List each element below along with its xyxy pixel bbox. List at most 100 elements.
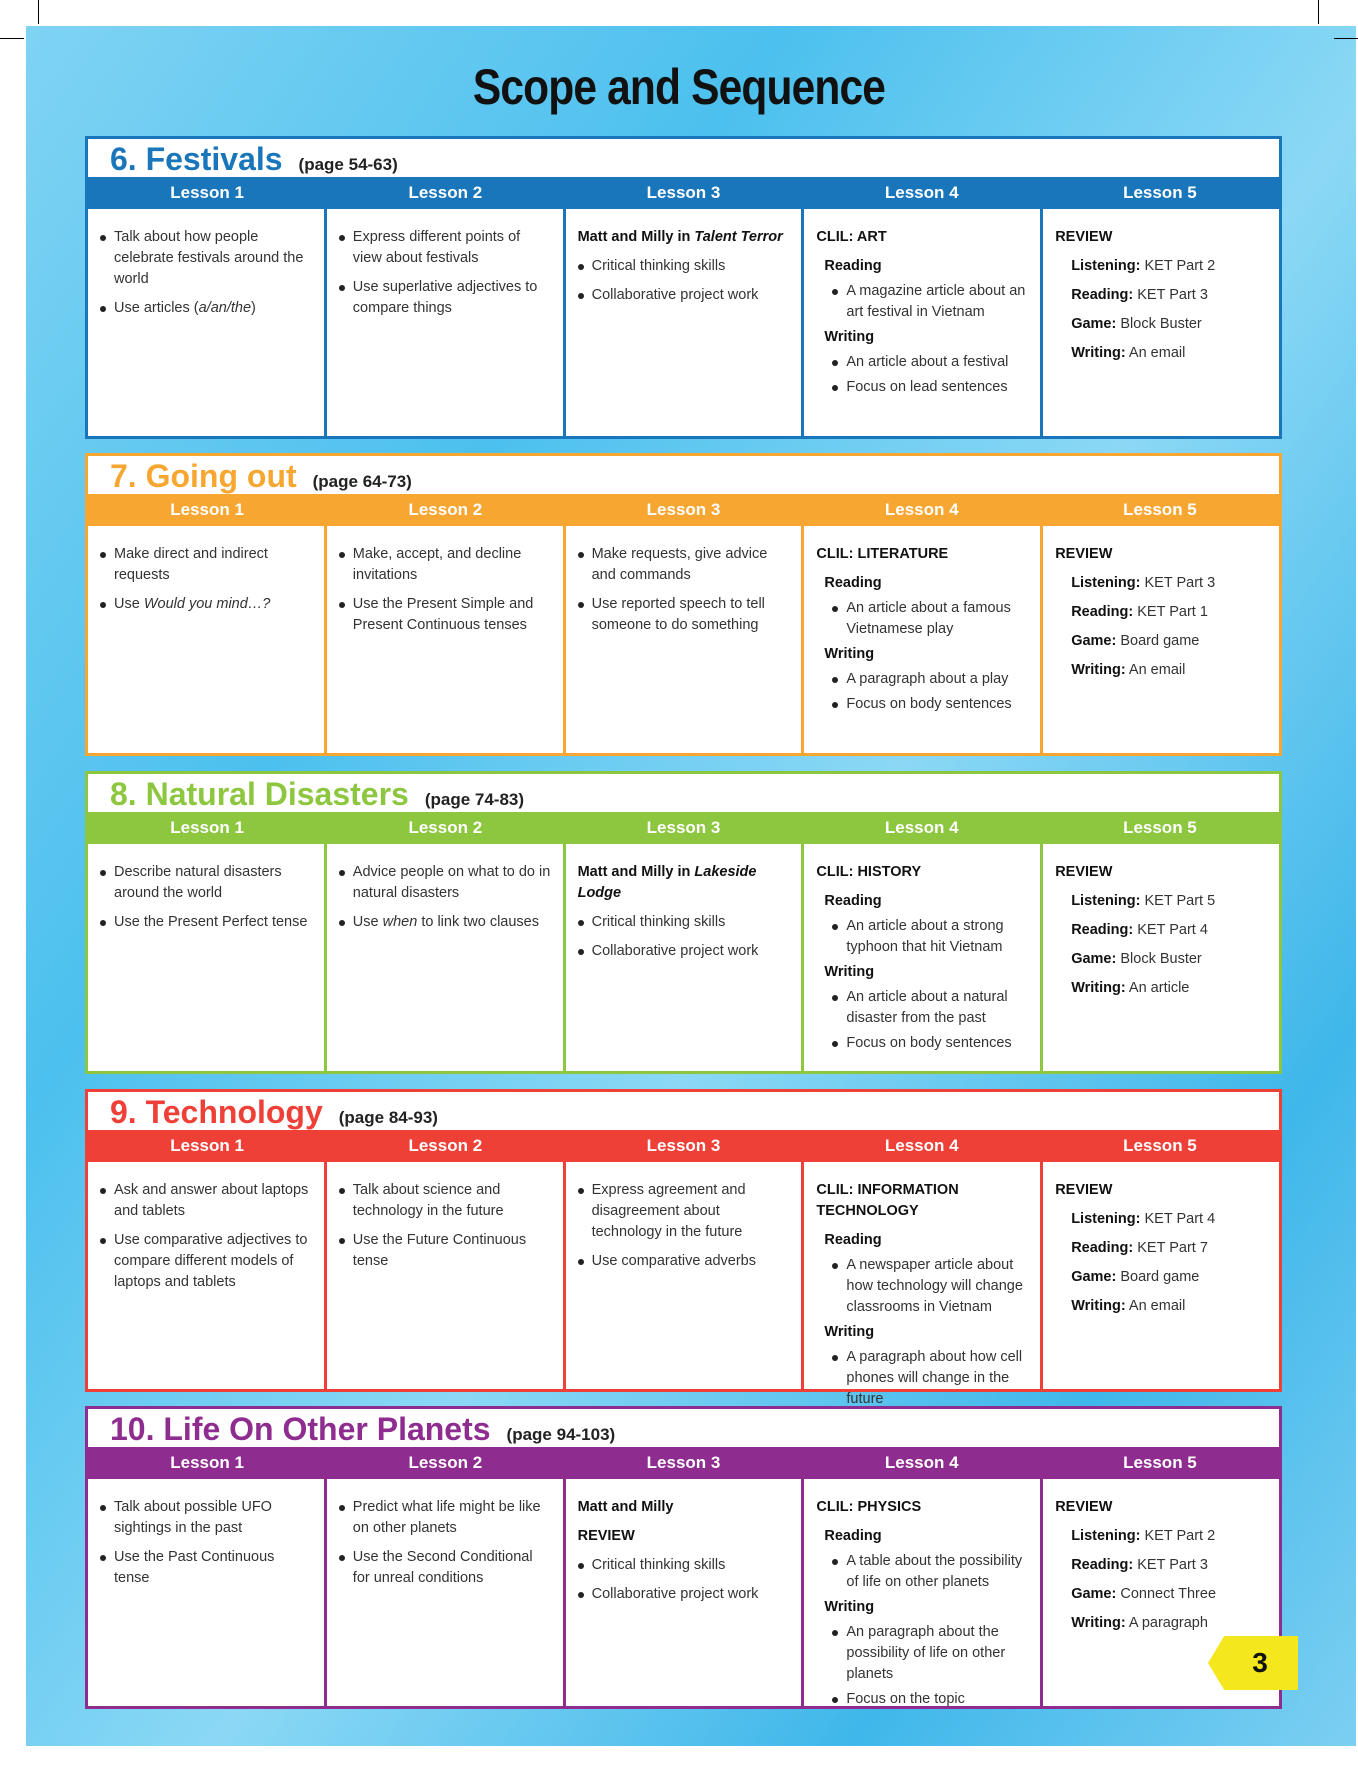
lesson-header: Lesson 3 <box>646 1136 721 1155</box>
lesson-cell: Matt and Milly in Lakeside Lodge Critical… <box>566 844 805 1071</box>
review-item: Reading: KET Part 3 <box>1055 285 1269 306</box>
bullet-item: Collaborative project work <box>577 941 792 962</box>
item-text: REVIEW <box>1055 1499 1113 1515</box>
review-item: Listening: KET Part 2 <box>1055 256 1269 277</box>
item-text: An article about a festival <box>846 354 1009 370</box>
item-text: An paragraph about the possibility of li… <box>846 1624 1006 1682</box>
review-value: KET Part 4 <box>1144 1211 1216 1227</box>
lesson-header: Lesson 1 <box>170 183 244 202</box>
bullet-item: Ask and answer about laptops and tablets <box>100 1180 314 1222</box>
item-text: A paragraph about a play <box>846 671 1009 687</box>
lesson-cell: CLIL: PHYSICS Reading A table about the po… <box>804 1479 1044 1707</box>
review-value: An email <box>1128 1298 1186 1314</box>
lesson-cell: Talk about how people celebrate festival… <box>88 209 327 436</box>
review-item: Game: Board game <box>1055 1267 1269 1288</box>
unit-page-range: (page 94-103) <box>506 1425 616 1444</box>
bullet-item: Use Would you mind…? <box>100 594 314 615</box>
item-text: CLIL: HISTORY <box>816 864 922 880</box>
item-text: Use comparative adjectives to compare di… <box>114 1232 308 1290</box>
item-text-after: ) <box>251 300 256 316</box>
lesson-header-row: Lesson 1 Lesson 2 Lesson 3 Lesson 4 Lesson 5 <box>88 1447 1279 1479</box>
lesson-header: Lesson 2 <box>408 1136 483 1155</box>
lesson-body-row: Describe natural disasters around the wo… <box>88 844 1279 1071</box>
item-text: Express agreement and disagreement about… <box>591 1182 746 1240</box>
item-text: An article about a famous Vietnamese pla… <box>846 600 1011 637</box>
review-value: KET Part 3 <box>1137 1557 1208 1573</box>
lesson-header: Lesson 4 <box>884 1453 959 1472</box>
bullet-item: Use when to link two clauses <box>338 912 553 933</box>
item-text: Writing <box>824 964 875 980</box>
review-label: Writing: <box>1071 662 1126 678</box>
review-label: Reading: <box>1071 922 1134 938</box>
item-text: A paragraph about how cell phones will c… <box>846 1349 1023 1407</box>
bullet-item: Make, accept, and decline invitations <box>338 544 553 586</box>
item-text: Collaborative project work <box>591 1586 759 1602</box>
bullet-item: Use the Present Simple and Present Conti… <box>338 594 553 636</box>
review-label: Game: <box>1071 633 1117 649</box>
lesson-header-row: Lesson 1 Lesson 2 Lesson 3 Lesson 4 Lesson 5 <box>88 494 1279 526</box>
cell-heading: REVIEW <box>1055 862 1269 883</box>
bullet-item: Predict what life might be like on other… <box>338 1497 553 1539</box>
cell-heading: CLIL: PHYSICS <box>816 1497 1030 1518</box>
cell-heading: Matt and Milly <box>578 1497 792 1518</box>
review-value: KET Part 5 <box>1144 893 1216 909</box>
sub-bullet-item: Focus on lead sentences <box>816 377 1030 398</box>
item-text: Reading <box>824 258 882 274</box>
page-number-badge: 3 <box>1208 1636 1298 1690</box>
review-value: KET Part 2 <box>1144 1528 1216 1544</box>
lesson-body-row: Talk about how people celebrate festival… <box>88 209 1279 436</box>
review-label: Listening: <box>1071 1211 1141 1227</box>
item-text: Talk about science and technology in the… <box>352 1182 504 1219</box>
lesson-header-row: Lesson 1 Lesson 2 Lesson 3 Lesson 4 Lesson 5 <box>88 812 1279 844</box>
review-label: Listening: <box>1071 258 1141 274</box>
lesson-cell: REVIEW Listening: KET Part 4 Reading: KET … <box>1043 1162 1279 1389</box>
review-item: Writing: An article <box>1055 978 1269 999</box>
item-text: Use the Future Continuous tense <box>352 1232 527 1269</box>
item-text: Use the Second Conditional for unreal co… <box>352 1549 533 1586</box>
review-value: An email <box>1128 662 1186 678</box>
cell-subheading: Reading <box>816 891 1030 912</box>
crop-mark <box>38 0 39 24</box>
review-item: Reading: KET Part 1 <box>1055 602 1269 623</box>
item-text: Focus on body sentences <box>846 696 1012 712</box>
item-text: Writing <box>824 646 875 662</box>
cell-heading: CLIL: HISTORY <box>816 862 1030 883</box>
review-label: Writing: <box>1071 1615 1126 1631</box>
lesson-header: Lesson 5 <box>1123 1453 1197 1472</box>
cell-heading: REVIEW <box>1055 1180 1269 1201</box>
review-value: KET Part 7 <box>1137 1240 1208 1256</box>
review-item: Writing: An email <box>1055 660 1269 681</box>
item-text: Use articles ( <box>114 300 199 316</box>
unit-section: 6. Festivals (page 54-63) Lesson 1 Lesson 2… <box>85 136 1282 439</box>
item-text: REVIEW <box>577 1528 635 1544</box>
item-emphasis: Would you mind…? <box>143 596 271 612</box>
cell-heading: REVIEW <box>1055 227 1269 248</box>
item-text: Express different points of view about f… <box>352 229 521 266</box>
item-text: Use superlative adjectives to compare th… <box>352 279 538 316</box>
sub-bullet-item: An paragraph about the possibility of li… <box>816 1622 1030 1685</box>
review-value: KET Part 1 <box>1137 604 1208 620</box>
lesson-header-row: Lesson 1 Lesson 2 Lesson 3 Lesson 4 Lesson 5 <box>88 1130 1279 1162</box>
lesson-header: Lesson 3 <box>646 500 721 519</box>
item-text: Collaborative project work <box>591 287 759 303</box>
bullet-item: Critical thinking skills <box>577 912 792 933</box>
lesson-cell: Talk about science and technology in the… <box>327 1162 566 1389</box>
item-text: Reading <box>824 1528 882 1544</box>
lesson-header: Lesson 1 <box>170 500 244 519</box>
crop-mark <box>0 38 24 39</box>
unit-title: 8. Natural Disasters <box>110 776 409 812</box>
cell-subheading: Reading <box>816 256 1030 277</box>
item-emphasis: Lakeside Lodge <box>577 864 757 901</box>
lesson-cell: REVIEW Listening: KET Part 2 Reading: KET … <box>1043 209 1279 436</box>
item-text: CLIL: INFORMATION TECHNOLOGY <box>816 1182 959 1219</box>
lesson-cell: Talk about possible UFO sightings in the… <box>88 1479 327 1706</box>
item-text: Describe natural disasters around the wo… <box>114 864 282 901</box>
bullet-item: Use the Past Continuous tense <box>100 1547 314 1589</box>
review-label: Reading: <box>1071 1557 1134 1573</box>
bullet-item: Use superlative adjectives to compare th… <box>338 277 553 319</box>
item-text: REVIEW <box>1055 546 1113 562</box>
review-item: Writing: An email <box>1055 343 1269 364</box>
sub-bullet-item: An article about a festival <box>816 352 1030 373</box>
lesson-header: Lesson 1 <box>170 1453 244 1472</box>
cell-heading: REVIEW <box>1055 1497 1269 1518</box>
